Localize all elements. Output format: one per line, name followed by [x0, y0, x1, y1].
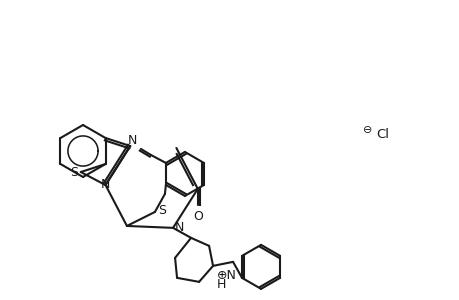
Text: O: O	[192, 210, 202, 223]
Text: ⊖: ⊖	[363, 125, 372, 135]
Text: N: N	[127, 134, 137, 147]
Text: Cl: Cl	[375, 128, 388, 140]
Text: N: N	[101, 178, 110, 190]
Text: S: S	[70, 166, 78, 178]
Text: S: S	[157, 204, 166, 218]
Text: ⊕N: ⊕N	[217, 269, 236, 282]
Text: H: H	[217, 278, 226, 291]
Text: N: N	[175, 221, 184, 234]
